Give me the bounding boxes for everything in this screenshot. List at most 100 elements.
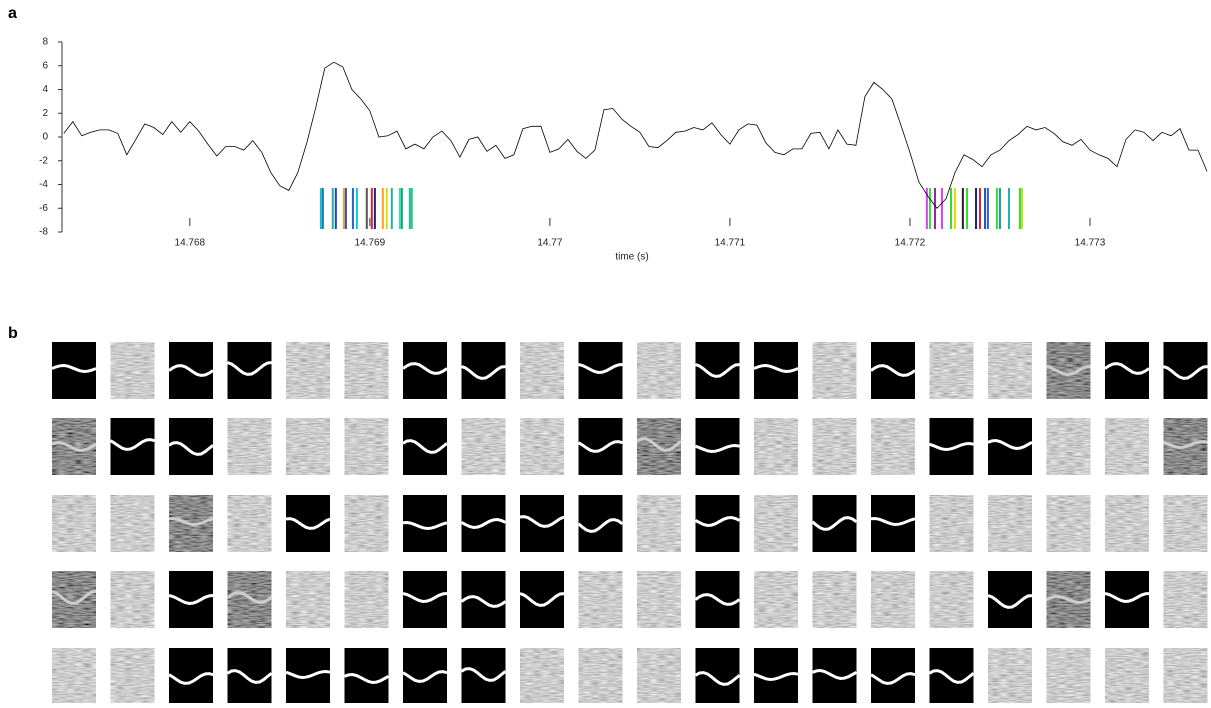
waveform: [402, 362, 448, 375]
waveform: [870, 516, 916, 527]
tile: [578, 571, 623, 628]
tile: [578, 495, 623, 552]
waveform: [168, 516, 214, 527]
waveform: [1104, 592, 1150, 604]
waveform: [519, 592, 565, 607]
waveform: [987, 438, 1033, 451]
tile: [871, 648, 915, 705]
tile: [403, 571, 447, 628]
tile: [52, 648, 96, 705]
tile: [637, 571, 681, 628]
tile: [52, 495, 96, 552]
waveform: [168, 364, 214, 377]
tile: [344, 342, 389, 399]
tile: [227, 648, 272, 705]
waveform: [1162, 439, 1208, 450]
waveform: [870, 672, 916, 685]
waveform: [402, 520, 448, 531]
tile: [227, 342, 272, 399]
waveform: [694, 443, 740, 454]
waveform: [694, 515, 741, 528]
tile: [1105, 571, 1149, 628]
tile: [1046, 418, 1091, 475]
waveform: [51, 363, 97, 374]
waveform: [285, 517, 331, 530]
waveform: [694, 671, 741, 686]
tile: [1163, 648, 1208, 705]
waveform: [168, 441, 214, 456]
x-tick-label: 14.768: [175, 238, 206, 249]
x-tick-label: 14.769: [355, 238, 386, 249]
waveform: [1046, 365, 1091, 377]
waveform: [753, 363, 799, 374]
waveform: [51, 590, 97, 605]
x-tick-label: 14.77: [537, 238, 562, 249]
tile: [929, 648, 974, 705]
tile: [52, 418, 96, 475]
tile: [110, 342, 155, 399]
tile: [1046, 648, 1091, 705]
waveform: [168, 672, 214, 685]
tile: [871, 571, 915, 628]
waveform: [402, 439, 448, 454]
tile: [637, 648, 681, 705]
waveform: [928, 441, 974, 452]
tile: [578, 342, 623, 399]
tile: [578, 648, 623, 705]
tile: [988, 342, 1032, 399]
tile: [1105, 495, 1149, 552]
waveform: [460, 517, 507, 530]
waveform: [1045, 594, 1092, 605]
tile: [461, 418, 506, 475]
y-tick-label: 4: [42, 84, 48, 95]
trace: [63, 61, 1208, 209]
waveform: [168, 594, 214, 606]
panel-label: a: [8, 5, 17, 22]
tile: [637, 342, 681, 399]
tile: [227, 418, 272, 475]
tile: [1046, 495, 1091, 552]
x-tick-label: 14.772: [895, 238, 926, 249]
x-tick-label: 14.773: [1075, 238, 1106, 249]
tile: [1163, 495, 1208, 552]
tile: [812, 571, 857, 628]
waveform: [226, 669, 273, 684]
waveform: [577, 518, 624, 533]
waveform: [1104, 362, 1150, 375]
tile: [520, 648, 564, 705]
waveform: [694, 593, 741, 606]
tile: [988, 648, 1032, 705]
tile: [929, 495, 974, 552]
waveform: [577, 440, 623, 453]
y-tick-label: -6: [39, 203, 48, 214]
waveform: [1163, 365, 1208, 380]
waveform: [695, 363, 740, 378]
tile: [169, 648, 213, 705]
tile: [812, 418, 857, 475]
tile: [929, 342, 974, 399]
tile: [227, 495, 272, 552]
tile: [403, 418, 447, 475]
y-tick-label: 0: [42, 132, 48, 143]
y-tick-label: -2: [39, 155, 48, 166]
waveform: [753, 671, 799, 682]
tile: [52, 571, 96, 628]
tile: [1046, 342, 1091, 399]
tile: [520, 571, 564, 628]
waveform: [636, 437, 682, 452]
tile: [695, 342, 740, 399]
waveform: [51, 440, 97, 453]
waveform: [812, 668, 858, 681]
panel-label: b: [8, 325, 18, 342]
tile: [929, 571, 974, 628]
waveform: [578, 363, 623, 375]
tile: [286, 418, 330, 475]
tile: [286, 571, 330, 628]
waveform: [344, 672, 390, 685]
tile: [110, 571, 155, 628]
y-tick-label: 6: [42, 60, 48, 71]
waveform: [109, 438, 155, 451]
waveform: [870, 364, 916, 377]
y-tick-label: -8: [39, 227, 48, 238]
